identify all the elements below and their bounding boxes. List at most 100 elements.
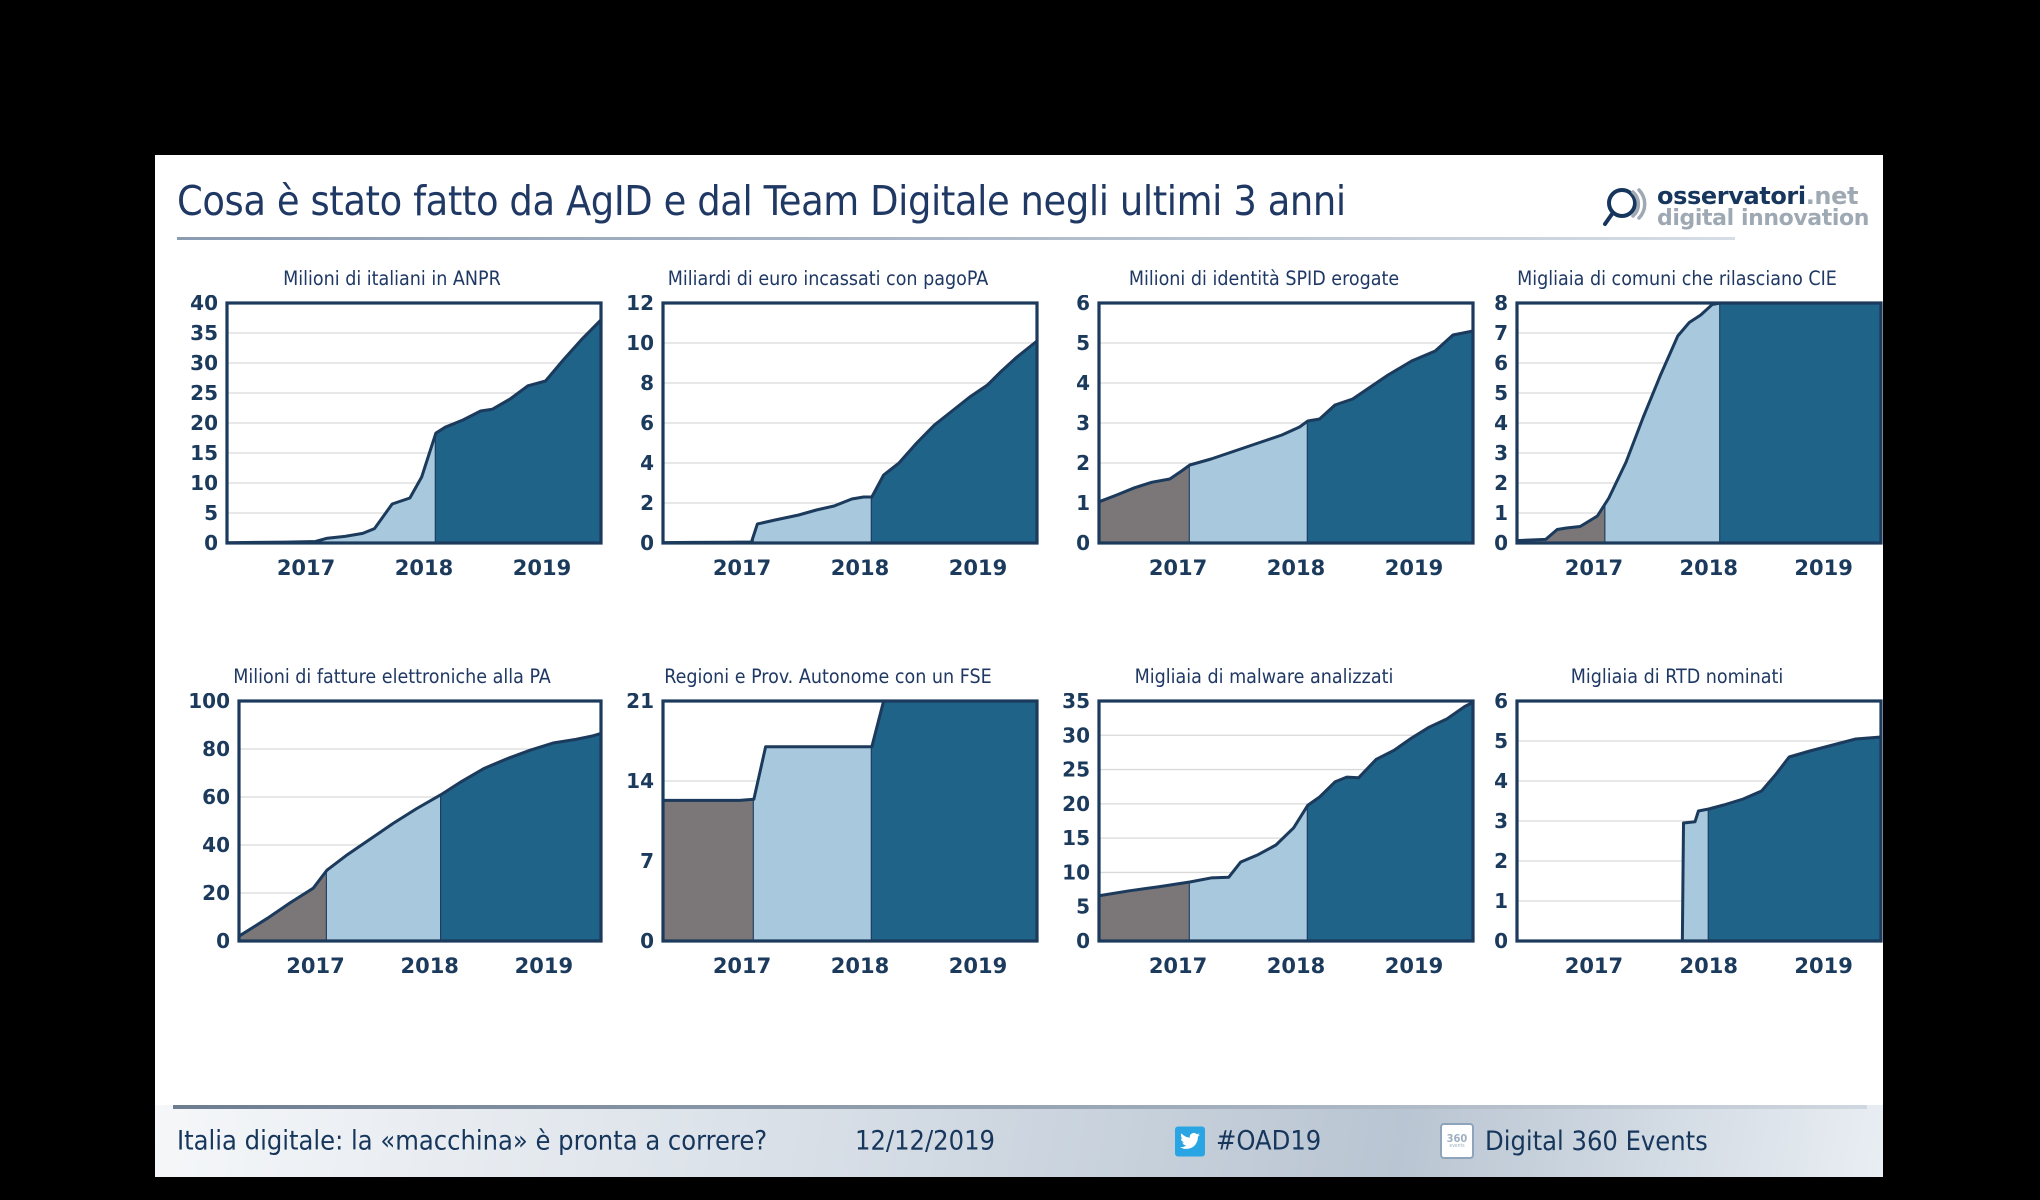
series-outline xyxy=(1097,700,1475,898)
y-axis-tick-label: 40 xyxy=(202,833,230,857)
chart-plot: 0 2 4 6 8 10 12 2017 2018 2019 xyxy=(626,295,1039,578)
y-axis-tick-label: 0 xyxy=(216,929,230,953)
y-axis-tick-label: 4 xyxy=(1494,411,1508,435)
y-axis-tick-label: 5 xyxy=(1076,895,1090,919)
y-axis-tick-label: 5 xyxy=(1494,381,1508,405)
y-axis-tick-label: 15 xyxy=(190,441,218,465)
x-axis-tick-label: 2018 xyxy=(1267,556,1325,578)
plot-frame xyxy=(1515,301,1883,545)
slide-footer: Italia digitale: la «macchina» è pronta … xyxy=(155,1105,1883,1177)
x-axis-tick-label: 2017 xyxy=(1565,954,1623,976)
series-outline xyxy=(661,699,1039,802)
y-axis-tick-label: 8 xyxy=(640,371,654,395)
chart-plot: 0 7 14 21 2017 2018 2019 xyxy=(626,693,1039,976)
y-axis-tick-label: 60 xyxy=(202,785,230,809)
x-axis-tick-label: 2018 xyxy=(831,556,889,578)
slide-header: Cosa è stato fatto da AgID e dal Team Di… xyxy=(155,155,1883,265)
chart-plot-area: 0 1 2 3 4 5 6 7 8 2017 2018 2019 xyxy=(1467,295,1883,578)
y-axis-tick-label: 6 xyxy=(1494,351,1508,375)
logo-line1: osservatori xyxy=(1657,181,1806,210)
y-axis-tick-label: 25 xyxy=(1062,758,1090,782)
digital360-badge-number: 360 xyxy=(1446,1132,1468,1145)
y-axis-tick-label: 30 xyxy=(190,351,218,375)
series-outline xyxy=(225,318,603,545)
y-axis-tick-label: 2 xyxy=(1494,849,1508,873)
x-axis-tick-label: 2017 xyxy=(1149,954,1207,976)
y-axis-tick-label: 25 xyxy=(190,381,218,405)
y-axis-tick-label: 2 xyxy=(1494,471,1508,495)
y-axis-tick-label: 4 xyxy=(1076,371,1090,395)
x-axis-tick-label: 2018 xyxy=(1680,954,1738,976)
y-axis-tick-label: 8 xyxy=(1494,295,1508,315)
area-series xyxy=(1099,882,1190,941)
x-axis-tick-label: 2018 xyxy=(1267,954,1325,976)
y-axis-tick-label: 100 xyxy=(188,693,230,713)
footer-date: 12/12/2019 xyxy=(855,1125,995,1157)
x-axis-tick-label: 2017 xyxy=(286,954,344,976)
footer-brand-label: Digital 360 Events xyxy=(1485,1125,1708,1157)
y-axis-tick-label: 1 xyxy=(1494,889,1508,913)
area-series xyxy=(663,799,754,941)
plot-frame xyxy=(1097,699,1475,943)
y-axis-tick-label: 10 xyxy=(1062,860,1090,884)
y-axis-tick-label: 40 xyxy=(190,295,218,315)
y-axis-tick-label: 0 xyxy=(1494,531,1508,555)
chart-title: Miliardi di euro incassati con pagoPA xyxy=(667,267,989,290)
digital360-icon: 360 events xyxy=(1440,1123,1474,1159)
chart-plot-area: 0 20 40 60 80 100 2017 2018 2019 xyxy=(177,693,607,976)
chart-plot: 0 1 2 3 4 5 6 2017 2018 2019 xyxy=(1076,295,1475,578)
area-series xyxy=(1605,303,1721,543)
y-axis-tick-label: 20 xyxy=(190,411,218,435)
x-axis-tick-label: 2018 xyxy=(831,954,889,976)
twitter-bird-icon[interactable] xyxy=(1175,1126,1205,1156)
y-axis-tick-label: 30 xyxy=(1062,723,1090,747)
footer-subject: Italia digitale: la «macchina» è pronta … xyxy=(177,1125,768,1157)
x-axis-tick-label: 2017 xyxy=(277,556,335,578)
y-axis-tick-label: 12 xyxy=(626,295,654,315)
y-axis-tick-label: 15 xyxy=(1062,826,1090,850)
area-series xyxy=(435,319,601,543)
x-axis-tick-label: 2019 xyxy=(515,954,573,976)
area-series xyxy=(1099,464,1190,543)
area-series xyxy=(326,794,442,941)
x-axis-tick-label: 2017 xyxy=(713,954,771,976)
chart-title: Milioni di identità SPID erogate xyxy=(1128,267,1400,290)
chart-plot-area: 0 1 2 3 4 5 6 2017 2018 2019 xyxy=(1467,693,1883,976)
logo-line2: digital innovation xyxy=(1657,206,1869,232)
chart-plot: 0 5 10 15 20 25 30 35 2017 2018 2019 xyxy=(1062,693,1475,976)
area-series xyxy=(1720,303,1881,543)
area-series xyxy=(441,733,601,941)
magnifier-icon xyxy=(1602,184,1648,230)
y-axis-tick-label: 0 xyxy=(204,531,218,555)
chart-plot-area: 0 1 2 3 4 5 6 2017 2018 2019 xyxy=(1049,295,1479,578)
chart-plot-area: 0 7 14 21 2017 2018 2019 xyxy=(613,693,1043,976)
osservatori-logo: osservatori.net digital innovation xyxy=(1602,181,1869,233)
y-axis-tick-label: 6 xyxy=(1494,693,1508,713)
series-outline xyxy=(237,731,603,938)
area-series xyxy=(317,433,436,543)
y-axis-tick-label: 21 xyxy=(626,693,654,713)
footer-hashtag: #OAD19 xyxy=(1216,1125,1322,1157)
chart-plot: 0 20 40 60 80 100 2017 2018 2019 xyxy=(188,693,603,976)
area-series xyxy=(871,701,1037,941)
y-axis-tick-label: 1 xyxy=(1076,491,1090,515)
page-title: Cosa è stato fatto da AgID e dal Team Di… xyxy=(177,177,1346,225)
x-axis-tick-label: 2019 xyxy=(949,556,1007,578)
y-axis-tick-label: 0 xyxy=(1076,531,1090,555)
y-axis-tick-label: 10 xyxy=(626,331,654,355)
y-axis-tick-label: 6 xyxy=(640,411,654,435)
footer-twitter[interactable]: #OAD19 xyxy=(1175,1126,1321,1157)
chart-title: Migliaia di RTD nominati xyxy=(1570,665,1784,688)
chart-title: Migliaia di malware analizzati xyxy=(1134,665,1394,688)
area-series xyxy=(1683,808,1709,941)
chart-plot: 0 5 10 15 20 25 30 35 40 2017 2018 2019 xyxy=(190,295,603,578)
y-axis-tick-label: 20 xyxy=(1062,792,1090,816)
footer-brand[interactable]: 360 events Digital 360 Events xyxy=(1440,1123,1708,1159)
x-axis-tick-label: 2019 xyxy=(949,954,1007,976)
x-axis-tick-label: 2019 xyxy=(1385,556,1443,578)
plot-frame xyxy=(1097,301,1475,545)
y-axis-tick-label: 2 xyxy=(640,491,654,515)
y-axis-tick-label: 3 xyxy=(1494,809,1508,833)
y-axis-tick-label: 5 xyxy=(1076,331,1090,355)
x-axis-tick-label: 2017 xyxy=(713,556,771,578)
